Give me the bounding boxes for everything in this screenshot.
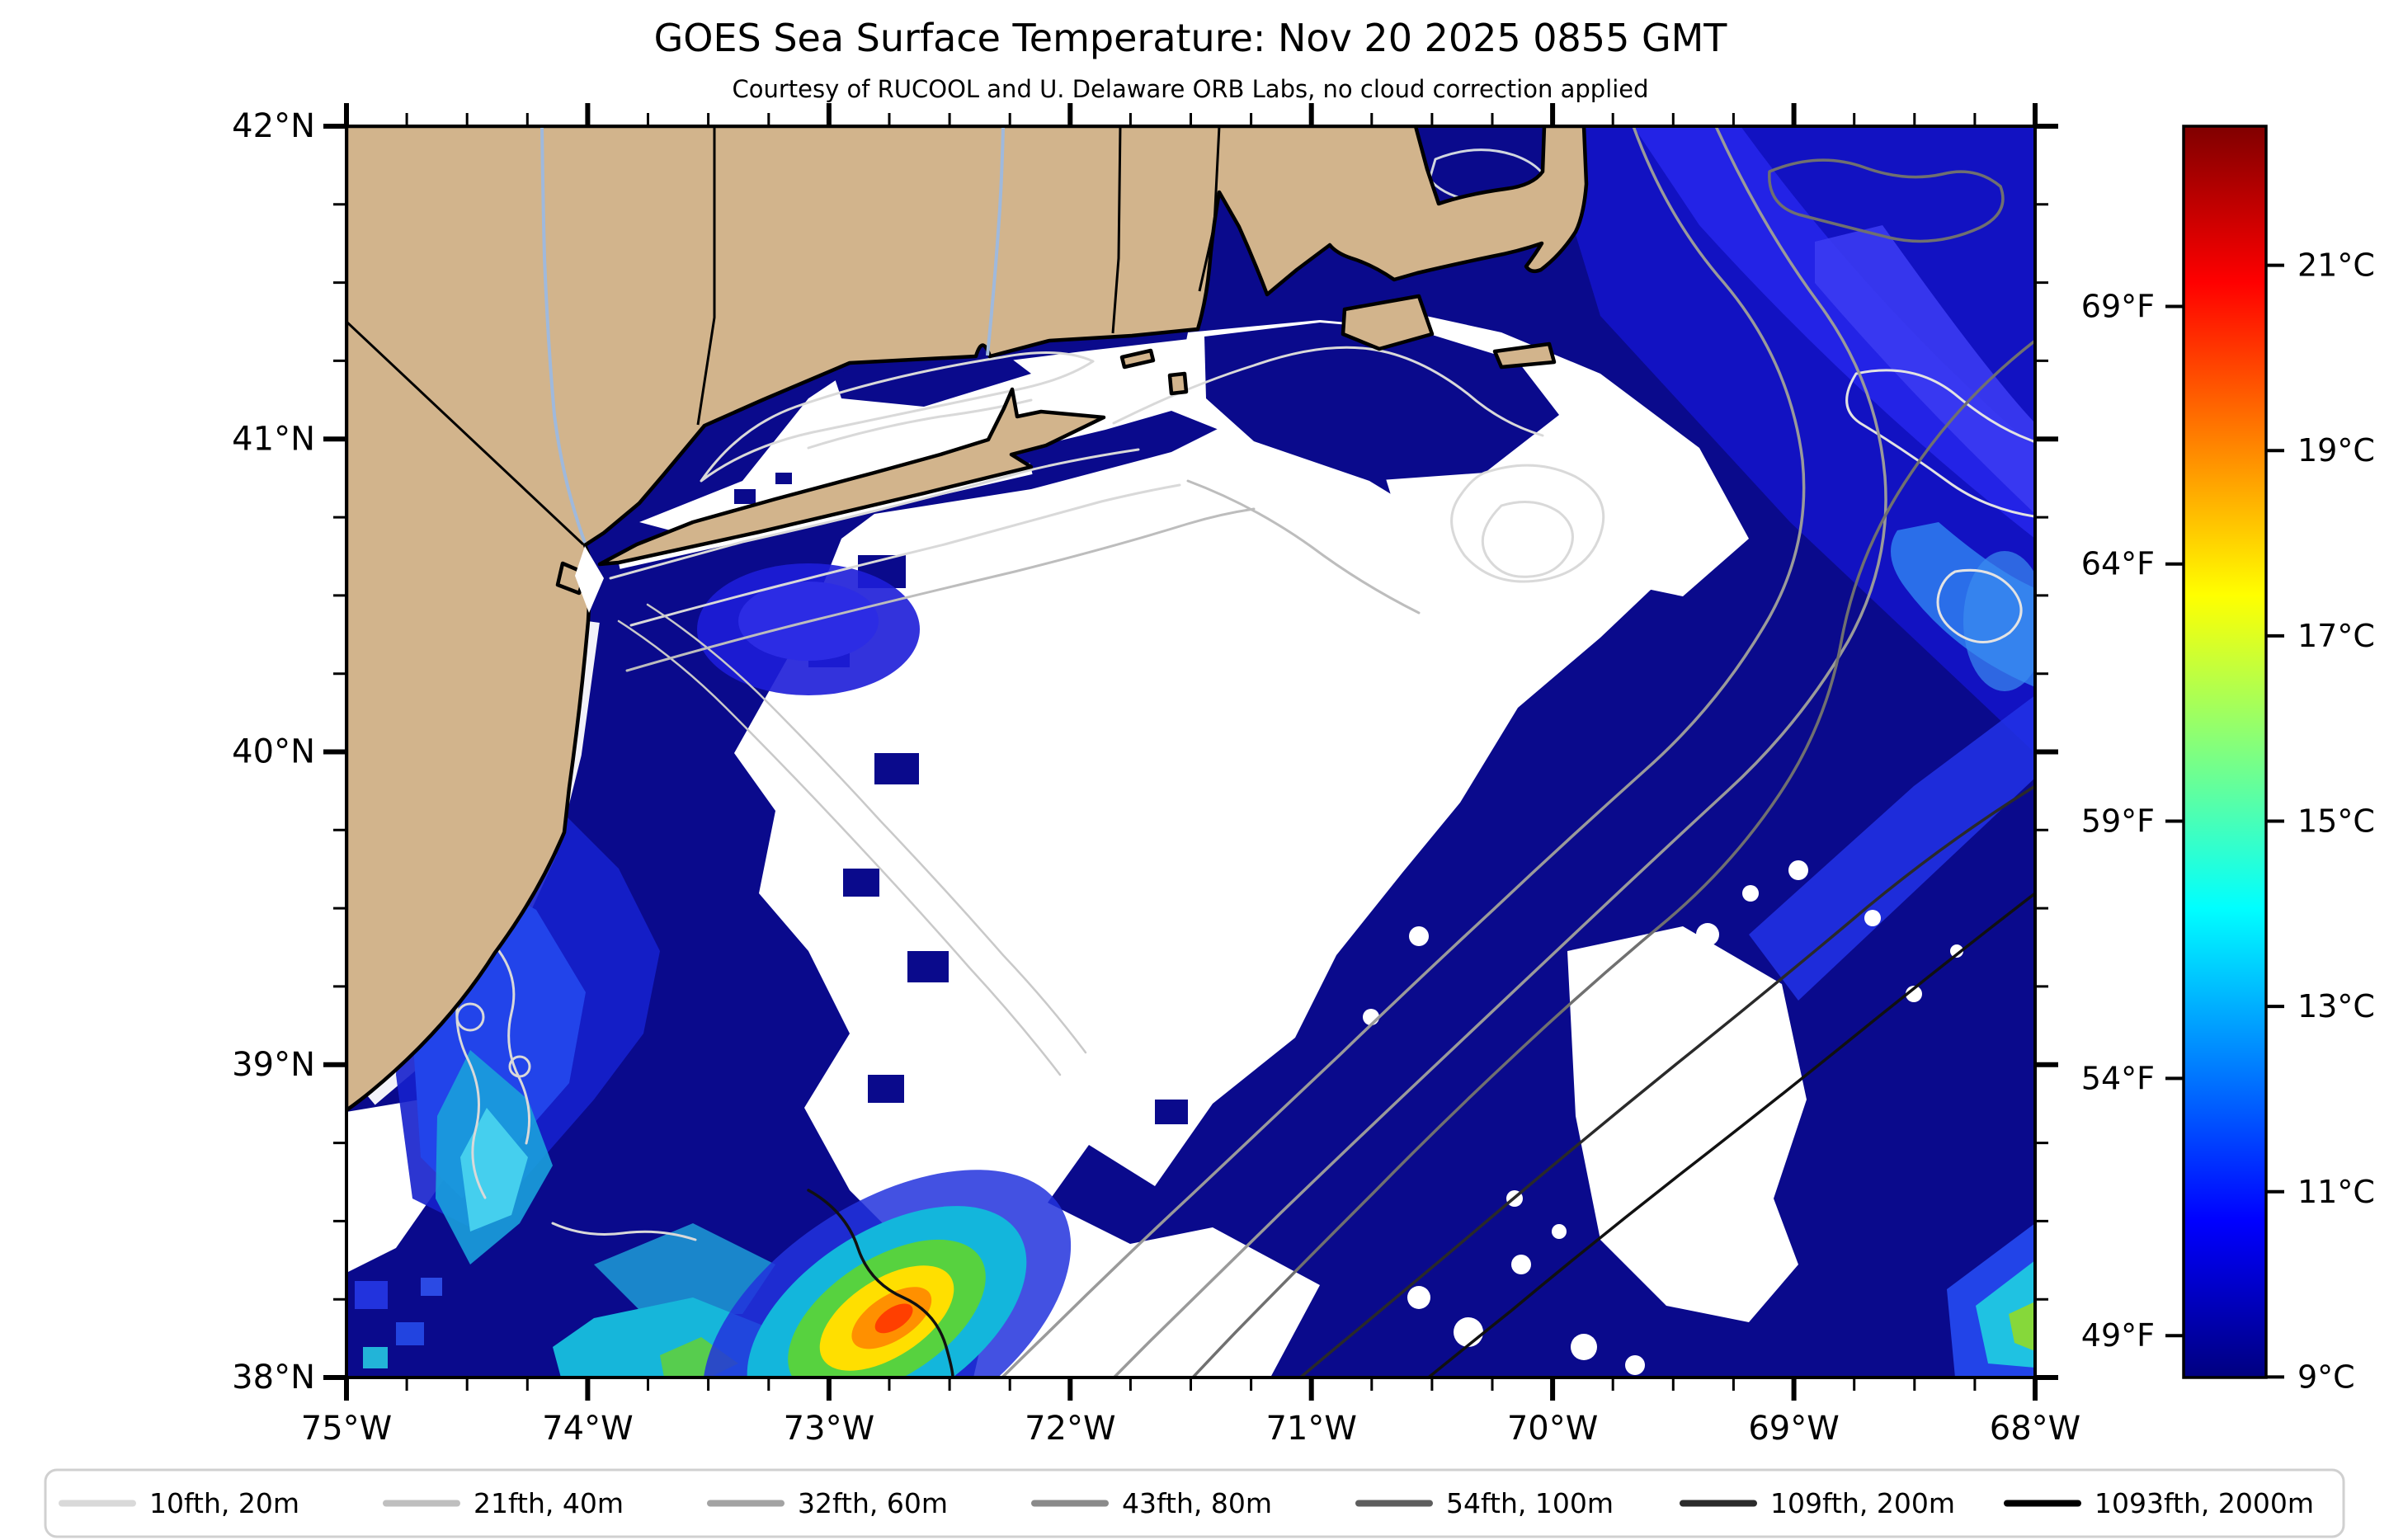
x-tick-label: 68°W [1990, 1410, 2080, 1448]
legend-item: 109fth, 200m [1680, 1487, 1955, 1519]
x-tick-labels: 75°W 74°W 73°W 72°W 71°W 70°W 69°W 68°W [301, 1410, 2080, 1448]
sst-northeast-streaks [1543, 126, 2035, 1001]
legend-box [44, 1468, 2345, 1538]
colorbar-f-label: 49°F [2081, 1317, 2155, 1354]
legend-item: 10fth, 20m [59, 1487, 299, 1519]
colorbar-c-label: 17°C [2297, 618, 2375, 654]
ny-harbor [575, 546, 604, 613]
x-tick-label: 73°W [784, 1410, 874, 1448]
colorbar-gradient [2182, 125, 2268, 1379]
x-tick-label: 72°W [1025, 1410, 1115, 1448]
x-tick-label: 70°W [1507, 1410, 1598, 1448]
y-tick-label: 42°N [232, 107, 315, 145]
legend-label: 43fth, 80m [1122, 1487, 1272, 1519]
minor-ticks [333, 113, 2048, 1391]
page-title: GOES Sea Surface Temperature: Nov 20 202… [654, 16, 1728, 60]
colorbar-c-label: 13°C [2297, 988, 2375, 1024]
page-subtitle: Courtesy of RUCOOL and U. Delaware ORB L… [732, 75, 1648, 103]
x-tick-label: 71°W [1265, 1410, 1356, 1448]
block-island [1167, 371, 1189, 396]
colorbar-ticks [2165, 263, 2284, 1379]
southeast-warm-patch [1947, 1223, 2035, 1378]
legend-item: 32fth, 60m [707, 1487, 948, 1519]
bathymetry-contours [444, 126, 2035, 1378]
legend-label: 109fth, 200m [1770, 1487, 1955, 1519]
major-ticks [323, 103, 2058, 1401]
marthas-vineyard [1341, 294, 1435, 351]
y-tick-label: 41°N [232, 420, 315, 458]
colorbar-f-label: 69°F [2081, 289, 2155, 325]
connecticut-river [986, 126, 1005, 356]
map-content [346, 126, 2035, 1378]
legend-label: 32fth, 60m [798, 1487, 948, 1519]
colorbar-f-label: 59°F [2081, 803, 2155, 840]
rivers [540, 126, 1005, 544]
legend-item: 1093fth, 2000m [2004, 1487, 2314, 1519]
legend-label: 54fth, 100m [1446, 1487, 1614, 1519]
colorbar-c-label: 11°C [2297, 1174, 2375, 1210]
x-tick-label: 69°W [1748, 1410, 1839, 1448]
y-tick-label: 39°N [232, 1046, 315, 1084]
colorbar-celsius-labels: 21°C 19°C 17°C 15°C 13°C 11°C 9°C [2297, 247, 2375, 1396]
legend-label: 21fth, 40m [474, 1487, 624, 1519]
map-axes: 42°N 41°N 40°N 39°N 38°N 75°W 74°W 73°W … [232, 103, 2080, 1448]
x-tick-label: 74°W [542, 1410, 633, 1448]
y-tick-label: 38°N [232, 1359, 315, 1396]
colorbar-f-label: 54°F [2081, 1060, 2155, 1096]
hudson-river [540, 126, 587, 544]
colorbar-f-label: 64°F [2081, 546, 2155, 582]
colorbar-c-label: 19°C [2297, 432, 2375, 469]
contour-legend: 10fth, 20m 21fth, 40m 32fth, 60m 43fth, … [44, 1468, 2345, 1538]
mainland [346, 126, 1589, 1113]
fishers-island [1119, 348, 1156, 370]
y-tick-labels: 42°N 41°N 40°N 39°N 38°N [232, 107, 315, 1396]
colorbar-fahrenheit-labels: 69°F 64°F 59°F 54°F 49°F [2081, 289, 2155, 1354]
colorbar-c-label: 15°C [2297, 803, 2375, 840]
legend-item: 43fth, 80m [1031, 1487, 1272, 1519]
colorbar-c-label: 21°C [2297, 247, 2375, 284]
state-borders [346, 126, 1221, 546]
nantucket [1492, 341, 1557, 370]
x-tick-label: 75°W [301, 1410, 392, 1448]
legend-label: 10fth, 20m [149, 1487, 299, 1519]
colorbar: 21°C 19°C 17°C 15°C 13°C 11°C 9°C 69°F 6… [2081, 125, 2375, 1396]
legend-label: 1093fth, 2000m [2094, 1487, 2314, 1519]
warm-core-eddy [702, 1170, 1072, 1378]
colorbar-c-label: 9°C [2297, 1359, 2355, 1395]
y-tick-label: 40°N [232, 733, 315, 771]
legend-item: 21fth, 40m [383, 1487, 624, 1519]
legend-item: 54fth, 100m [1355, 1487, 1614, 1519]
long-island [597, 387, 1106, 567]
